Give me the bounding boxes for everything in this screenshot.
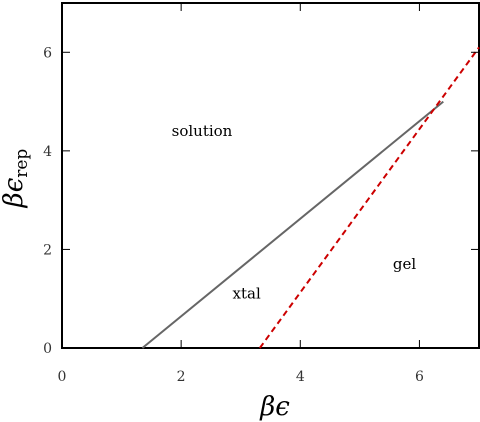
x-tick-label: 2 xyxy=(177,369,186,385)
phase-boundary-solid-line xyxy=(141,100,444,349)
phase-boundary-dashed-line xyxy=(258,46,480,349)
plot-frame xyxy=(61,2,480,349)
y-axis-label: βϵrep xyxy=(0,149,32,209)
x-axis-label: βϵ xyxy=(259,392,290,422)
region-label-xtal: xtal xyxy=(233,285,261,303)
y-tick-label: 0 xyxy=(43,341,52,357)
region-label-gel: gel xyxy=(393,255,416,273)
x-tick-label: 4 xyxy=(296,369,305,385)
y-axis-label-subscript: rep xyxy=(12,149,32,178)
y-axis-label-main: βϵ xyxy=(0,177,29,208)
y-tick-label: 6 xyxy=(43,45,52,61)
x-tick-label: 0 xyxy=(58,369,67,385)
y-tick-label: 4 xyxy=(43,144,52,160)
y-tick-label: 2 xyxy=(43,242,52,258)
x-tick-label: 6 xyxy=(415,369,424,385)
region-label-solution: solution xyxy=(172,122,233,140)
